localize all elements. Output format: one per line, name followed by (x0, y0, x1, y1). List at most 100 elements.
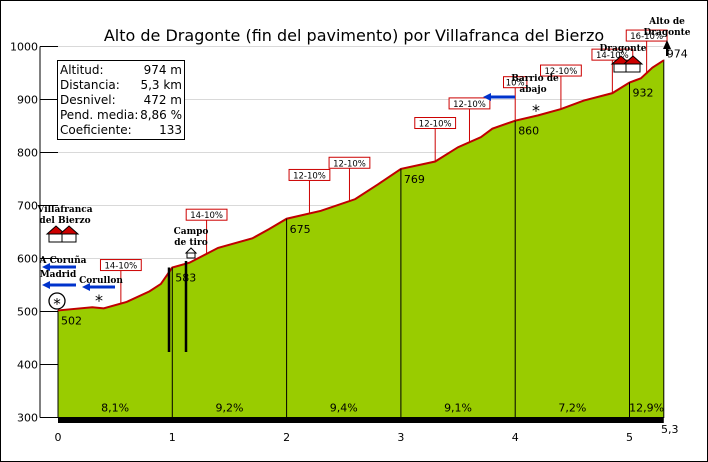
summit-arrow-icon (663, 40, 671, 49)
x-tick-label: 2 (283, 431, 290, 444)
ramp-label: 14-10% (104, 262, 137, 272)
direction-arrow-icon (42, 263, 76, 271)
ramp-box (503, 76, 528, 89)
stats-box: Altitud: 974 m Distancia: 5,3 km Desnivel: 47… (57, 60, 185, 140)
x-end-label: 5,3 (661, 423, 679, 436)
stats-value: 974 m (143, 63, 182, 77)
ramp-label: 12-10% (333, 159, 366, 169)
ramp-label: 14-10% (190, 211, 223, 221)
place-label-alto-de-dragonte-2: Dragonte (643, 28, 690, 38)
km-gradient-label: 7,2% (558, 402, 586, 415)
km-gradient-label: 9,1% (444, 402, 472, 415)
place-label-barrio-de-abajo: Barrio de (511, 74, 559, 84)
place-label-dragonte: Dragonte (599, 44, 646, 54)
stats-value: 133 (159, 123, 182, 137)
stats-row: Altitud: 974 m (60, 63, 182, 78)
ramp-label: 12-10% (453, 100, 486, 110)
stats-label: Coeficiente: (60, 123, 132, 137)
km-gradient-label: 9,4% (330, 402, 358, 415)
chart-title: Alto de Dragonte (fin del pavimento) por… (104, 26, 604, 45)
ramp-label: 14-10% (596, 51, 629, 61)
altitude-label: 974 (667, 47, 688, 60)
x-tick-label: 4 (512, 431, 519, 444)
star-icon: * (95, 291, 103, 310)
house-icon (45, 225, 67, 243)
stats-value: 5,3 km (140, 78, 182, 92)
altitude-label: 932 (633, 87, 654, 100)
altitude-label: 769 (404, 173, 425, 186)
y-tick-label: 400 (17, 359, 38, 372)
stats-row: Distancia: 5,3 km (60, 78, 182, 93)
ramp-box (414, 117, 457, 130)
x-tick-label: 1 (169, 431, 176, 444)
stats-row: Coeficiente: 133 (60, 123, 182, 138)
place-label-alto-de-dragonte: Alto de (648, 17, 685, 27)
building-icon (184, 247, 198, 254)
y-tick-label: 1000 (10, 41, 38, 54)
ramp-box (591, 48, 634, 61)
y-tick-label: 300 (17, 412, 38, 425)
direction-arrow-icon (82, 283, 115, 291)
house-icon (622, 55, 644, 73)
place-label-madrid: Madrid (40, 270, 77, 280)
ramp-label: 12-10% (419, 120, 452, 130)
ramp-box (99, 259, 142, 272)
x-tick-label: 0 (55, 431, 62, 444)
building-icon (186, 252, 196, 259)
place-label-campo-de-tiro: Campo (174, 227, 209, 237)
place-label-barrio-de-abajo-2: abajo (519, 85, 546, 95)
place-label-villafranca: Villafranca (36, 205, 92, 215)
x-tick-label: 3 (397, 431, 404, 444)
altitude-label: 860 (518, 125, 539, 138)
altitude-label: 675 (290, 223, 311, 236)
summit-arrow-icon (666, 48, 669, 56)
profile-area (57, 59, 665, 418)
place-label-corullon: Corullon (79, 276, 123, 286)
ramp-box (540, 64, 582, 77)
km-gradient-label: 12,9% (629, 402, 664, 415)
y-tick-label: 900 (17, 94, 38, 107)
y-tick-label: 500 (17, 306, 38, 319)
y-tick-label: 700 (17, 200, 38, 213)
viewpoint-icon (48, 292, 66, 310)
km-gradient-label: 9,2% (215, 402, 243, 415)
ramp-box (185, 208, 228, 221)
km-gradient-label: 8,1% (101, 402, 129, 415)
direction-arrow-icon (42, 281, 76, 289)
ramp-box (288, 168, 331, 181)
x-tick-label: 5 (626, 431, 633, 444)
ramp-box (328, 156, 371, 169)
stats-label: Desnivel: (60, 93, 116, 107)
ramp-label: 16-10% (630, 32, 663, 42)
altitude-label: 502 (61, 314, 82, 327)
stats-label: Altitud: (60, 63, 104, 77)
star-icon: * (53, 295, 61, 313)
ramp-label: 10% (506, 79, 525, 89)
ramp-labels: 14-10%14-10%12-10%12-10%12-10%12-10%10%1… (99, 29, 668, 304)
place-label-villafranca-2: del Bierzo (39, 216, 90, 226)
ramp-label: 12-10% (293, 171, 326, 181)
star-icon: * (532, 101, 540, 120)
stats-label: Pend. media: (60, 108, 139, 122)
stats-value: 8,86 % (140, 108, 182, 122)
direction-arrow-icon (483, 93, 515, 101)
y-tick-label: 800 (17, 147, 38, 160)
ramp-label: 12-10% (545, 67, 578, 77)
x-axis: 0 1 2 3 4 5 5,3 (55, 423, 679, 444)
km-bar: 8,1% 9,2% 9,4% 9,1% 7,2% 12,9% (58, 402, 664, 423)
ramp-box (625, 29, 668, 42)
stats-value: 472 m (143, 93, 182, 107)
place-label-campo-de-tiro-2: de tiro (174, 238, 207, 248)
y-tick-label: 600 (17, 253, 38, 266)
place-label-coruna: A Coruña (39, 255, 87, 266)
ramp-box (448, 97, 491, 110)
house-icon (58, 225, 80, 243)
stats-row: Pend. media: 8,86 % (60, 108, 182, 123)
km-base-bar (58, 418, 664, 423)
stats-row: Desnivel: 472 m (60, 93, 182, 108)
profile-edge (57, 59, 665, 312)
stats-label: Distancia: (60, 78, 120, 92)
